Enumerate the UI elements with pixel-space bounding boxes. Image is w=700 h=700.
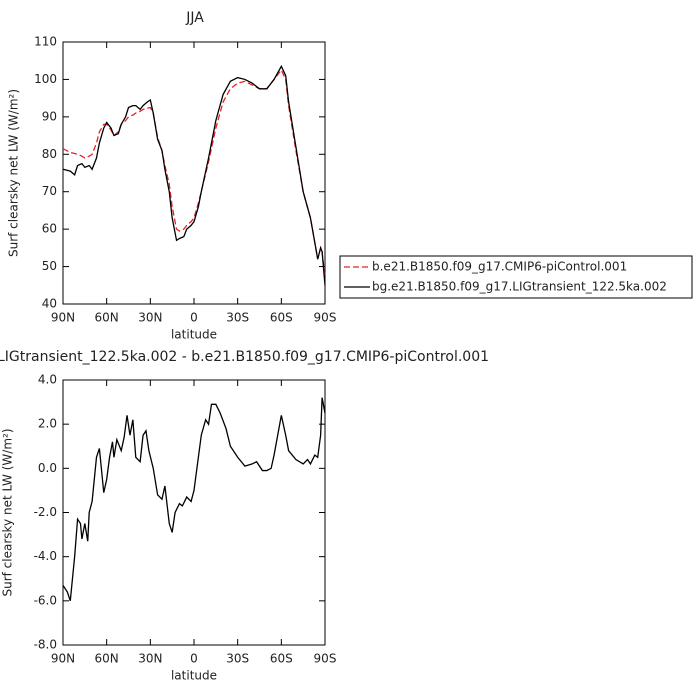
line-series xyxy=(62,68,326,278)
y-tick-label: -6.0 xyxy=(34,593,57,607)
y-tick-label: -8.0 xyxy=(34,638,57,652)
legend-box xyxy=(339,255,693,299)
x-tick-label: 0 xyxy=(190,652,198,666)
y-tick-label: -2.0 xyxy=(34,505,57,519)
y-axis-label: Surf clearsky net LW (W/m²) xyxy=(1,428,15,596)
x-tick-label: 60N xyxy=(95,311,119,325)
y-tick-label: 90 xyxy=(42,109,57,123)
legend-label: b.e21.B1850.f09_g17.CMIP6-piControl.001 xyxy=(372,260,627,274)
chart-title: JJA xyxy=(185,10,204,26)
plot-frame xyxy=(62,379,326,646)
y-tick-label: 0.0 xyxy=(38,461,57,475)
x-tick-label: 90S xyxy=(314,311,337,325)
x-tick-label: 90S xyxy=(314,652,337,666)
x-tick-label: 60N xyxy=(95,652,119,666)
x-axis-label: latitude xyxy=(171,328,217,342)
x-tick-label: 0 xyxy=(190,311,198,325)
y-tick-label: 100 xyxy=(34,72,57,86)
y-tick-label: -4.0 xyxy=(34,549,57,563)
legend-label: bg.e21.B1850.f09_g17.LIGtransient_122.5k… xyxy=(372,280,667,294)
y-tick-label: 4.0 xyxy=(38,373,57,387)
y-tick-label: 2.0 xyxy=(38,417,57,431)
x-tick-label: 90N xyxy=(51,311,75,325)
y-tick-label: 80 xyxy=(42,147,57,161)
x-tick-label: 30N xyxy=(138,311,162,325)
chart-title: LIGtransient_122.5ka.002 - b.e21.B1850.f… xyxy=(0,349,489,365)
y-tick-label: 40 xyxy=(42,297,57,311)
x-tick-label: 30S xyxy=(226,652,249,666)
x-tick-label: 60S xyxy=(270,652,293,666)
y-tick-label: 110 xyxy=(34,35,57,49)
x-tick-label: 90N xyxy=(51,652,75,666)
line-series xyxy=(62,397,326,602)
y-tick-label: 60 xyxy=(42,222,57,236)
y-axis-label: Surf clearsky net LW (W/m²) xyxy=(7,89,21,257)
x-tick-label: 30S xyxy=(226,311,249,325)
x-axis-label: latitude xyxy=(171,669,217,683)
y-tick-label: 70 xyxy=(42,184,57,198)
line-series xyxy=(62,64,326,286)
y-tick-label: 50 xyxy=(42,259,57,273)
x-tick-label: 60S xyxy=(270,311,293,325)
x-tick-label: 30N xyxy=(138,652,162,666)
